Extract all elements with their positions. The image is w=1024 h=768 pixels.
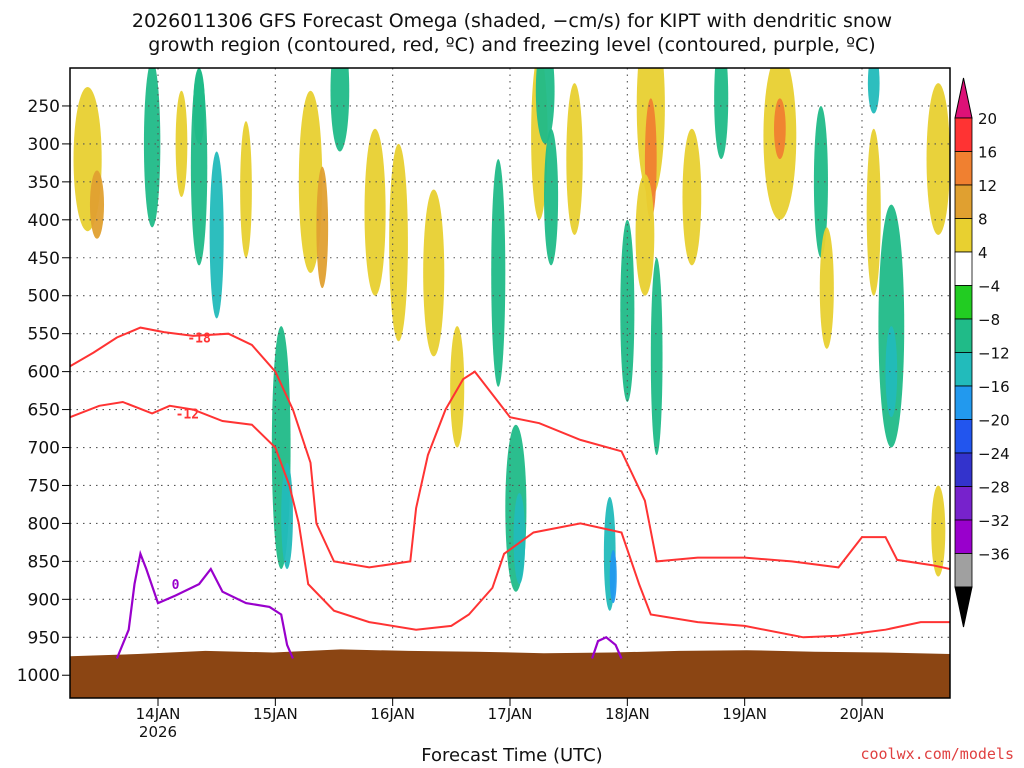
omega-cell bbox=[535, 68, 555, 144]
x-tick-label: 20JAN bbox=[840, 705, 885, 723]
omega-cell bbox=[423, 189, 445, 357]
y-tick-label: 900 bbox=[28, 590, 60, 610]
colorbar-bottom-arrow bbox=[954, 586, 973, 628]
omega-cell bbox=[193, 68, 205, 144]
y-tick-label: 600 bbox=[28, 363, 60, 383]
colorbar-swatch bbox=[954, 519, 973, 554]
x-tick-label: 15JAN bbox=[253, 705, 298, 723]
colorbar-label: −36 bbox=[978, 546, 1010, 564]
omega-cell bbox=[819, 227, 834, 349]
omega-cell bbox=[878, 204, 905, 448]
chart-title-line2: growth region (contoured, red, ºC) and f… bbox=[148, 34, 876, 56]
omega-cell bbox=[926, 83, 950, 235]
colorbar-label: 12 bbox=[978, 177, 997, 195]
dgz-contour-label: -18 bbox=[187, 331, 211, 346]
freezing-contour-line bbox=[115, 549, 294, 659]
freezing-contour-line bbox=[591, 636, 623, 659]
colorbar-label: 8 bbox=[978, 211, 988, 229]
omega-cell bbox=[89, 170, 105, 239]
y-tick-label: 800 bbox=[28, 514, 60, 534]
colorbar-swatch bbox=[954, 318, 973, 353]
dgz-contour-line bbox=[70, 326, 950, 570]
omega-cell bbox=[566, 83, 583, 235]
y-tick-label: 250 bbox=[28, 97, 60, 117]
colorbar-swatch bbox=[954, 385, 973, 420]
y-tick-label: 950 bbox=[28, 628, 60, 648]
x-tick-sublabel: 2026 bbox=[139, 723, 177, 741]
y-tick-label: 450 bbox=[28, 249, 60, 269]
colorbar-label: −12 bbox=[978, 345, 1010, 363]
x-axis-label: Forecast Time (UTC) bbox=[421, 745, 603, 766]
omega-cell bbox=[682, 128, 702, 266]
omega-cell bbox=[491, 159, 506, 387]
omega-cell bbox=[316, 166, 329, 289]
x-tick-label: 14JAN bbox=[136, 705, 181, 723]
y-tick-label: 1000 bbox=[17, 666, 60, 686]
omega-cell bbox=[364, 128, 386, 296]
y-tick-label: 650 bbox=[28, 401, 60, 421]
omega-cell bbox=[609, 549, 617, 604]
omega-cell bbox=[774, 98, 786, 160]
colorbar-swatch bbox=[954, 218, 973, 253]
omega-cell bbox=[714, 68, 729, 160]
omega-cell bbox=[620, 219, 635, 402]
colorbar-swatch bbox=[954, 184, 973, 219]
omega-cell bbox=[867, 68, 880, 114]
omega-cell bbox=[931, 485, 946, 577]
omega-cell bbox=[544, 128, 559, 266]
colorbar-label: −16 bbox=[978, 378, 1010, 396]
x-tick-label: 18JAN bbox=[605, 705, 650, 723]
ground-terrain bbox=[70, 649, 950, 698]
y-tick-label: 700 bbox=[28, 439, 60, 459]
colorbar-label: −28 bbox=[978, 479, 1010, 497]
x-tick-label: 16JAN bbox=[370, 705, 415, 723]
colorbar-swatch bbox=[954, 553, 973, 588]
colorbar-label: −32 bbox=[978, 512, 1010, 530]
colorbar-swatch bbox=[954, 419, 973, 454]
colorbar-swatch bbox=[954, 151, 973, 186]
y-tick-label: 500 bbox=[28, 287, 60, 307]
omega-cell bbox=[209, 151, 224, 319]
y-tick-label: 850 bbox=[28, 552, 60, 572]
colorbar-label: −24 bbox=[978, 445, 1010, 463]
omega-cell bbox=[450, 326, 465, 448]
colorbar-swatch bbox=[954, 251, 973, 286]
colorbar-label: 20 bbox=[978, 110, 997, 128]
colorbar-label: 4 bbox=[978, 244, 988, 262]
site-credit[interactable]: coolwx.com/models bbox=[860, 745, 1014, 763]
dgz-contour-label: -12 bbox=[176, 407, 199, 422]
omega-cell bbox=[885, 326, 898, 418]
omega-cell bbox=[635, 174, 655, 296]
y-tick-label: 550 bbox=[28, 325, 60, 345]
colorbar-swatch bbox=[954, 452, 973, 487]
omega-cell bbox=[330, 68, 350, 152]
colorbar-swatch bbox=[954, 285, 973, 320]
colorbar-swatch bbox=[954, 352, 973, 387]
colorbar-top-arrow bbox=[954, 77, 973, 119]
freezing-contour-label: 0 bbox=[172, 578, 180, 593]
colorbar-swatch bbox=[954, 486, 973, 521]
omega-cell bbox=[650, 257, 663, 456]
omega-cell bbox=[866, 128, 881, 296]
colorbar-label: 16 bbox=[978, 144, 997, 162]
colorbar-swatch bbox=[954, 117, 973, 152]
colorbar-label: −4 bbox=[978, 278, 1000, 296]
dgz-contour-line bbox=[70, 400, 950, 639]
y-tick-label: 400 bbox=[28, 211, 60, 231]
x-tick-label: 17JAN bbox=[488, 705, 533, 723]
x-tick-label: 19JAN bbox=[722, 705, 767, 723]
omega-cell bbox=[143, 68, 161, 228]
y-tick-label: 300 bbox=[28, 135, 60, 155]
y-tick-label: 350 bbox=[28, 173, 60, 193]
chart-title-line1: 2026011306 GFS Forecast Omega (shaded, −… bbox=[131, 10, 893, 32]
omega-cell bbox=[389, 143, 408, 342]
y-tick-label: 750 bbox=[28, 476, 60, 496]
omega-cell bbox=[513, 493, 526, 585]
colorbar-label: −20 bbox=[978, 412, 1010, 430]
colorbar-label: −8 bbox=[978, 311, 1000, 329]
omega-cell bbox=[240, 121, 252, 258]
